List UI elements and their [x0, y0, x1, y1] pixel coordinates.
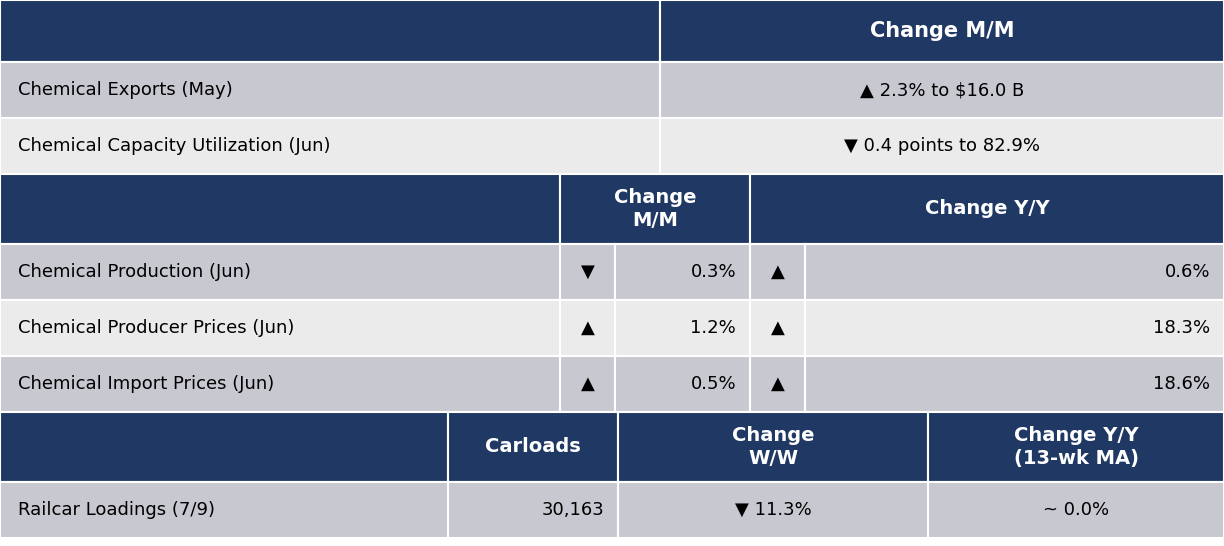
Bar	[750, 174, 1224, 244]
Bar	[660, 62, 1224, 118]
Bar	[660, 0, 1224, 62]
Text: 1.2%: 1.2%	[690, 319, 736, 337]
Text: 0.6%: 0.6%	[1164, 263, 1211, 281]
Text: Change Y/Y
(13-wk MA): Change Y/Y (13-wk MA)	[1013, 426, 1138, 468]
Text: 18.3%: 18.3%	[1153, 319, 1211, 337]
Bar	[805, 356, 1224, 412]
Text: Chemical Producer Prices (Jun): Chemical Producer Prices (Jun)	[18, 319, 295, 337]
Text: 0.3%: 0.3%	[690, 263, 736, 281]
Bar	[561, 244, 614, 300]
Bar	[561, 174, 750, 244]
Bar	[448, 482, 618, 538]
Text: ▲: ▲	[771, 319, 785, 337]
Text: 30,163: 30,163	[541, 501, 603, 519]
Bar	[614, 244, 750, 300]
Text: Change M/M: Change M/M	[870, 21, 1015, 41]
Bar	[750, 300, 805, 356]
Bar	[448, 412, 618, 482]
Bar	[0, 62, 660, 118]
Text: Chemical Import Prices (Jun): Chemical Import Prices (Jun)	[18, 375, 274, 393]
Bar	[750, 356, 805, 412]
Bar	[0, 300, 561, 356]
Text: ▼ 0.4 points to 82.9%: ▼ 0.4 points to 82.9%	[845, 137, 1040, 155]
Bar	[0, 482, 448, 538]
Text: Chemical Exports (May): Chemical Exports (May)	[18, 81, 233, 99]
Bar	[660, 118, 1224, 174]
Text: Change Y/Y: Change Y/Y	[924, 199, 1049, 218]
Bar	[561, 300, 614, 356]
Text: Chemical Production (Jun): Chemical Production (Jun)	[18, 263, 251, 281]
Bar	[805, 244, 1224, 300]
Text: Carloads: Carloads	[485, 437, 581, 456]
Bar	[750, 244, 805, 300]
Text: ▲: ▲	[771, 263, 785, 281]
Text: Chemical Capacity Utilization (Jun): Chemical Capacity Utilization (Jun)	[18, 137, 330, 155]
Bar	[561, 356, 614, 412]
Text: ~ 0.0%: ~ 0.0%	[1043, 501, 1109, 519]
Text: Railcar Loadings (7/9): Railcar Loadings (7/9)	[18, 501, 215, 519]
Bar	[618, 412, 928, 482]
Bar	[928, 412, 1224, 482]
Bar	[0, 356, 561, 412]
Bar	[614, 356, 750, 412]
Bar	[614, 300, 750, 356]
Bar	[805, 300, 1224, 356]
Bar	[0, 0, 660, 62]
Bar	[0, 244, 561, 300]
Bar	[0, 174, 561, 244]
Text: ▼ 11.3%: ▼ 11.3%	[734, 501, 812, 519]
Text: ▼: ▼	[580, 263, 595, 281]
Text: ▲: ▲	[771, 375, 785, 393]
Text: ▲: ▲	[580, 319, 595, 337]
Bar	[618, 482, 928, 538]
Bar	[928, 482, 1224, 538]
Bar	[0, 412, 448, 482]
Text: Change
W/W: Change W/W	[732, 426, 814, 468]
Text: ▲ 2.3% to $16.0 B: ▲ 2.3% to $16.0 B	[860, 81, 1024, 99]
Text: 0.5%: 0.5%	[690, 375, 736, 393]
Text: ▲: ▲	[580, 375, 595, 393]
Text: 18.6%: 18.6%	[1153, 375, 1211, 393]
Text: Change
M/M: Change M/M	[613, 188, 696, 230]
Bar	[0, 118, 660, 174]
